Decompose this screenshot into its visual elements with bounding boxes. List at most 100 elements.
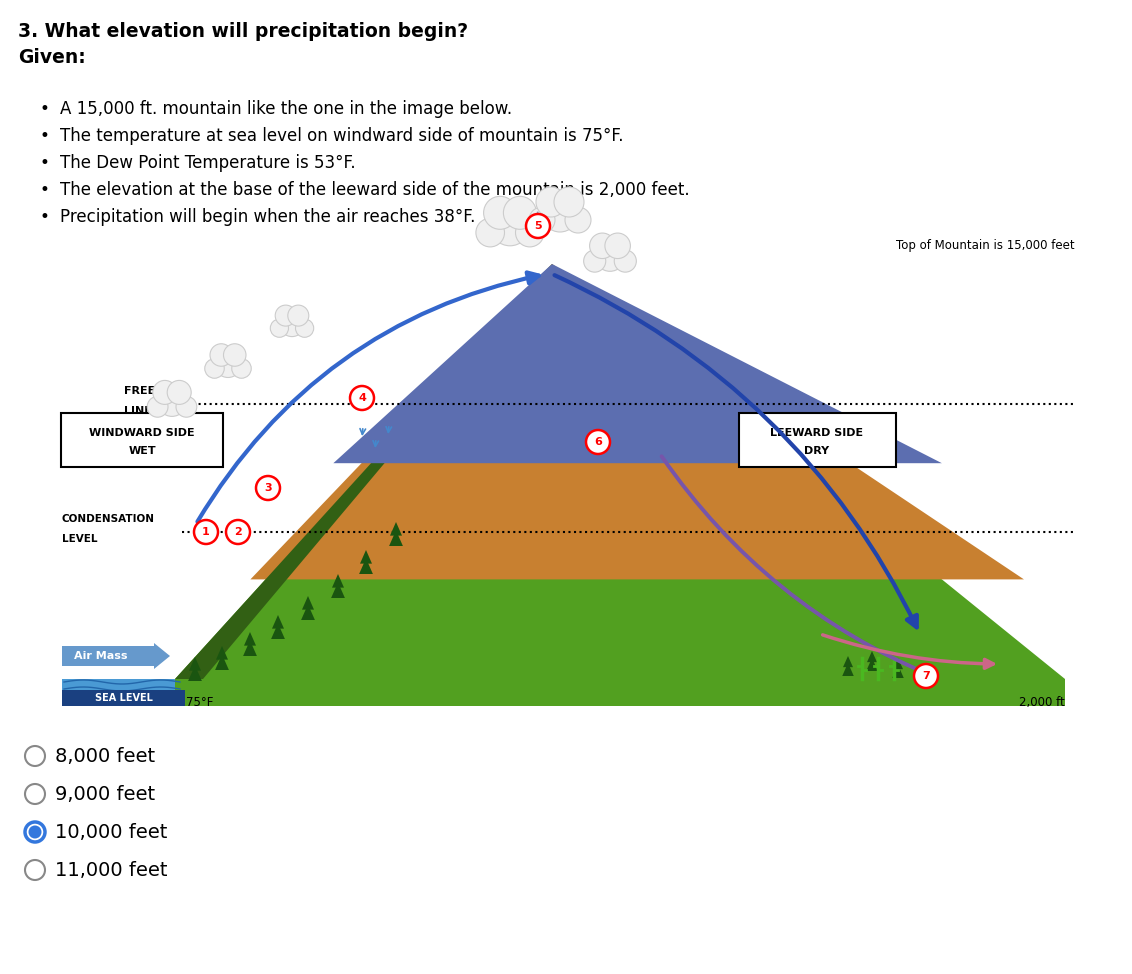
- Bar: [62, 690, 185, 706]
- Text: 2: 2: [234, 527, 242, 537]
- Text: Precipitation will begin when the air reaches 38°F.: Precipitation will begin when the air re…: [60, 208, 475, 226]
- Polygon shape: [250, 264, 1024, 580]
- Polygon shape: [272, 615, 284, 628]
- Circle shape: [542, 196, 578, 232]
- Text: DRY: DRY: [805, 446, 830, 456]
- Circle shape: [515, 218, 544, 246]
- Text: 10,000 feet: 10,000 feet: [55, 822, 168, 842]
- Text: 6: 6: [594, 437, 602, 447]
- Text: The temperature at sea level on windward side of mountain is 75°F.: The temperature at sea level on windward…: [60, 127, 624, 145]
- Circle shape: [475, 218, 505, 246]
- Polygon shape: [216, 646, 228, 659]
- Circle shape: [214, 351, 241, 378]
- Polygon shape: [892, 665, 903, 678]
- Polygon shape: [389, 531, 403, 546]
- Circle shape: [153, 381, 177, 404]
- Polygon shape: [189, 657, 201, 671]
- Bar: [62, 679, 185, 704]
- Polygon shape: [301, 604, 315, 620]
- Circle shape: [604, 233, 631, 258]
- Circle shape: [288, 305, 309, 326]
- Polygon shape: [359, 558, 372, 574]
- Bar: [175, 679, 1065, 706]
- FancyBboxPatch shape: [739, 413, 897, 467]
- Text: 4: 4: [358, 393, 366, 403]
- Circle shape: [295, 319, 314, 337]
- Text: FREEZING: FREEZING: [125, 386, 186, 396]
- Circle shape: [280, 312, 305, 337]
- Text: 75°F: 75°F: [186, 696, 213, 709]
- Polygon shape: [332, 574, 344, 587]
- Text: •: •: [40, 154, 50, 172]
- Polygon shape: [243, 640, 257, 656]
- Text: 8,000 feet: 8,000 feet: [55, 746, 155, 766]
- Circle shape: [226, 520, 250, 544]
- Polygon shape: [391, 522, 402, 536]
- Text: 7: 7: [923, 671, 929, 681]
- Circle shape: [271, 319, 289, 337]
- Text: The elevation at the base of the leeward side of the mountain is 2,000 feet.: The elevation at the base of the leeward…: [60, 181, 689, 199]
- Polygon shape: [360, 550, 372, 564]
- FancyArrow shape: [62, 643, 170, 669]
- Circle shape: [350, 386, 374, 410]
- Circle shape: [205, 358, 224, 378]
- Text: Air Mass: Air Mass: [74, 651, 128, 661]
- Circle shape: [157, 388, 187, 417]
- Text: •: •: [40, 127, 50, 145]
- Circle shape: [25, 822, 45, 842]
- Text: •: •: [40, 181, 50, 199]
- Circle shape: [594, 241, 625, 272]
- Text: •: •: [40, 100, 50, 118]
- FancyBboxPatch shape: [61, 413, 223, 467]
- Polygon shape: [333, 264, 942, 464]
- Circle shape: [28, 826, 42, 839]
- Circle shape: [211, 344, 232, 366]
- Circle shape: [914, 664, 938, 688]
- Text: •: •: [40, 208, 50, 226]
- Circle shape: [232, 358, 251, 378]
- Circle shape: [490, 206, 530, 245]
- Polygon shape: [302, 596, 314, 610]
- Polygon shape: [331, 582, 345, 598]
- Polygon shape: [175, 264, 552, 679]
- Circle shape: [565, 207, 591, 233]
- Text: LINE: LINE: [125, 406, 152, 416]
- Circle shape: [168, 381, 191, 404]
- Circle shape: [586, 430, 610, 454]
- Text: ❅: ❅: [526, 210, 550, 238]
- Circle shape: [615, 250, 636, 272]
- Text: 3: 3: [264, 483, 272, 493]
- Circle shape: [25, 784, 45, 804]
- Circle shape: [175, 396, 197, 417]
- Polygon shape: [842, 663, 854, 676]
- Polygon shape: [866, 657, 877, 671]
- Polygon shape: [188, 665, 201, 681]
- Polygon shape: [893, 658, 903, 669]
- Text: Given:: Given:: [18, 48, 86, 67]
- Polygon shape: [245, 632, 256, 646]
- Circle shape: [25, 746, 45, 766]
- Text: 1: 1: [203, 527, 209, 537]
- Text: LEEWARD SIDE: LEEWARD SIDE: [771, 428, 864, 438]
- Circle shape: [275, 305, 297, 326]
- Text: SEA LEVEL: SEA LEVEL: [95, 693, 153, 703]
- Text: WINDWARD SIDE: WINDWARD SIDE: [89, 428, 195, 438]
- Circle shape: [147, 396, 168, 417]
- Circle shape: [554, 187, 584, 217]
- Circle shape: [535, 187, 566, 217]
- Text: 5: 5: [534, 221, 542, 231]
- Polygon shape: [175, 264, 1065, 679]
- Text: 2,000 ft: 2,000 ft: [1019, 696, 1065, 709]
- Text: LEVEL: LEVEL: [62, 534, 97, 544]
- Circle shape: [25, 860, 45, 880]
- Text: 11,000 feet: 11,000 feet: [55, 860, 168, 880]
- Circle shape: [504, 197, 537, 229]
- Text: A 15,000 ft. mountain like the one in the image below.: A 15,000 ft. mountain like the one in th…: [60, 100, 512, 118]
- Circle shape: [256, 476, 280, 500]
- Text: CONDENSATION: CONDENSATION: [62, 514, 155, 524]
- Circle shape: [590, 233, 615, 258]
- Circle shape: [223, 344, 246, 366]
- Polygon shape: [843, 656, 854, 667]
- Text: 3. What elevation will precipitation begin?: 3. What elevation will precipitation beg…: [18, 22, 469, 41]
- Circle shape: [584, 250, 606, 272]
